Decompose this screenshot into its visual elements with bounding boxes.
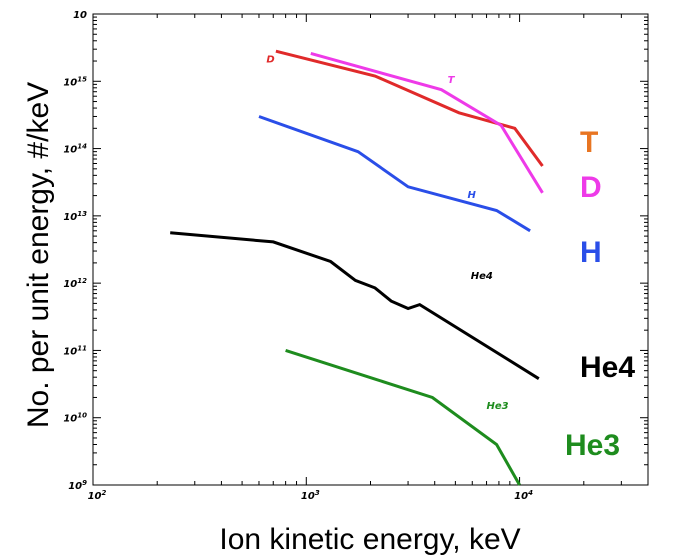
x-tick-label: 103 [301,489,320,502]
y-tick-label: 10 [73,10,87,21]
y-tick-label: 1013 [63,210,87,223]
series-line-he3 [285,348,521,486]
y-tick-label: 1014 [63,143,87,156]
annotation-d: D [266,55,274,66]
annotation-he3: He3 [487,401,509,412]
plot-frame [92,13,649,486]
x-axis-label: Ion kinetic energy, keV [219,523,520,556]
side-label-he3: He3 [565,429,620,462]
side-label-h: H [580,236,602,269]
y-tick-label: 1011 [63,344,87,357]
y-tick-label: 1010 [63,412,87,425]
y-axis-label: No. per unit energy, #/keV [22,82,55,428]
series-layer [170,49,544,486]
side-label-layer: TDH He4 He3 [565,126,635,462]
series-line-he4 [170,231,540,380]
annotation-h: H [468,190,477,201]
side-label-he4: He4 [580,351,635,384]
y-tick-label: 1015 [63,75,87,88]
y-tick-label: 1012 [63,277,87,290]
series-line-t [310,51,544,194]
series-line-d [275,49,544,167]
side-label-d: D [580,171,602,204]
side-label-t: T [580,126,598,159]
x-tick-label: 102 [88,489,107,502]
annotation-layer: D T H He4 He3 [266,55,508,412]
x-tick-label: 104 [514,489,533,502]
annotation-he4: He4 [471,271,493,282]
series-line-h [258,115,531,233]
tick-layer: 102 103 104 109 1010 1011 1012 1013 1014 1015 10 [63,10,649,502]
y-tick-label: 109 [68,479,87,492]
annotation-t: T [448,75,456,86]
